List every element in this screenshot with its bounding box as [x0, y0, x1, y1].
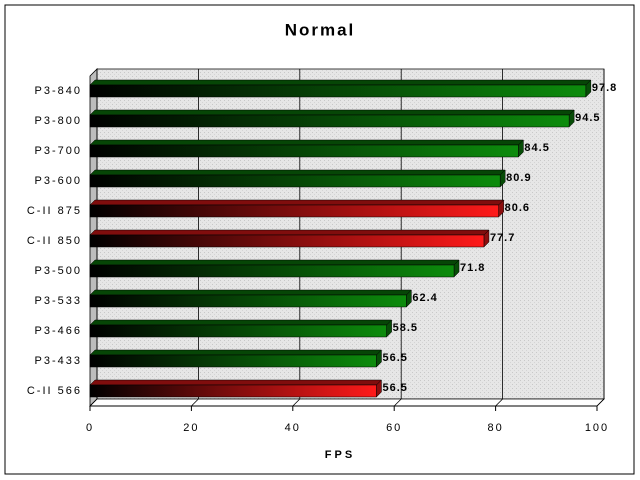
bar: [89, 84, 587, 98]
bar: [89, 114, 570, 128]
grid-line-floor: [292, 398, 301, 407]
x-axis-label: FPS: [325, 449, 355, 461]
bar: [89, 144, 519, 158]
value-label: 56.5: [382, 382, 407, 394]
grid-line-floor: [596, 398, 605, 407]
x-tick-label: 60: [386, 422, 402, 434]
value-label: 62.4: [412, 292, 437, 304]
bar-top: [89, 349, 383, 356]
grid-line-floor: [495, 398, 503, 407]
bar: [89, 204, 499, 218]
y-tick-label: C-II 875: [27, 205, 82, 217]
grid-line-floor: [89, 398, 98, 407]
bar: [89, 354, 377, 368]
bar: [89, 264, 455, 278]
bar-top: [89, 379, 383, 386]
value-label: 80.9: [506, 172, 531, 184]
bar: [89, 294, 407, 308]
y-tick-label: P3-466: [35, 325, 82, 337]
bar-top: [89, 319, 393, 326]
grid-line-floor: [393, 398, 402, 407]
y-tick-label: P3-433: [35, 355, 82, 367]
floor: [89, 398, 605, 407]
bar: [89, 234, 485, 248]
y-tick-label: P3-600: [35, 175, 82, 187]
x-tick-label: 100: [585, 422, 609, 434]
bar-top: [89, 109, 575, 116]
y-tick-label: P3-800: [35, 115, 82, 127]
value-label: 84.5: [524, 142, 549, 154]
value-label: 56.5: [382, 352, 407, 364]
y-tick-label: C-II 566: [27, 385, 82, 397]
value-label: 77.7: [490, 232, 515, 244]
y-tick-label: P3-700: [35, 145, 82, 157]
value-label: 80.6: [505, 202, 530, 214]
bar: [89, 384, 377, 398]
bar: [89, 324, 387, 338]
value-label: 58.5: [393, 322, 418, 334]
bar-top: [89, 169, 506, 176]
bar-top: [89, 289, 412, 296]
bar-top: [89, 139, 525, 146]
bar-top: [89, 79, 592, 86]
bar-top: [89, 259, 460, 266]
bar-top: [89, 199, 505, 206]
x-tick-label: 80: [487, 422, 503, 434]
bar-top: [89, 229, 490, 236]
value-label: 94.5: [575, 112, 600, 124]
grid-line-floor: [191, 398, 199, 407]
y-tick-label: P3-840: [35, 85, 82, 97]
y-tick-label: P3-533: [35, 295, 82, 307]
x-tick-label: 0: [86, 422, 94, 434]
bar: [89, 174, 501, 188]
chart-title: Normal: [285, 20, 356, 39]
value-label: 97.8: [592, 82, 617, 94]
y-tick-label: C-II 850: [27, 235, 82, 247]
x-tick-label: 40: [285, 422, 301, 434]
value-label: 71.8: [460, 262, 485, 274]
y-tick-label: P3-500: [35, 265, 82, 277]
x-tick-label: 20: [183, 422, 199, 434]
